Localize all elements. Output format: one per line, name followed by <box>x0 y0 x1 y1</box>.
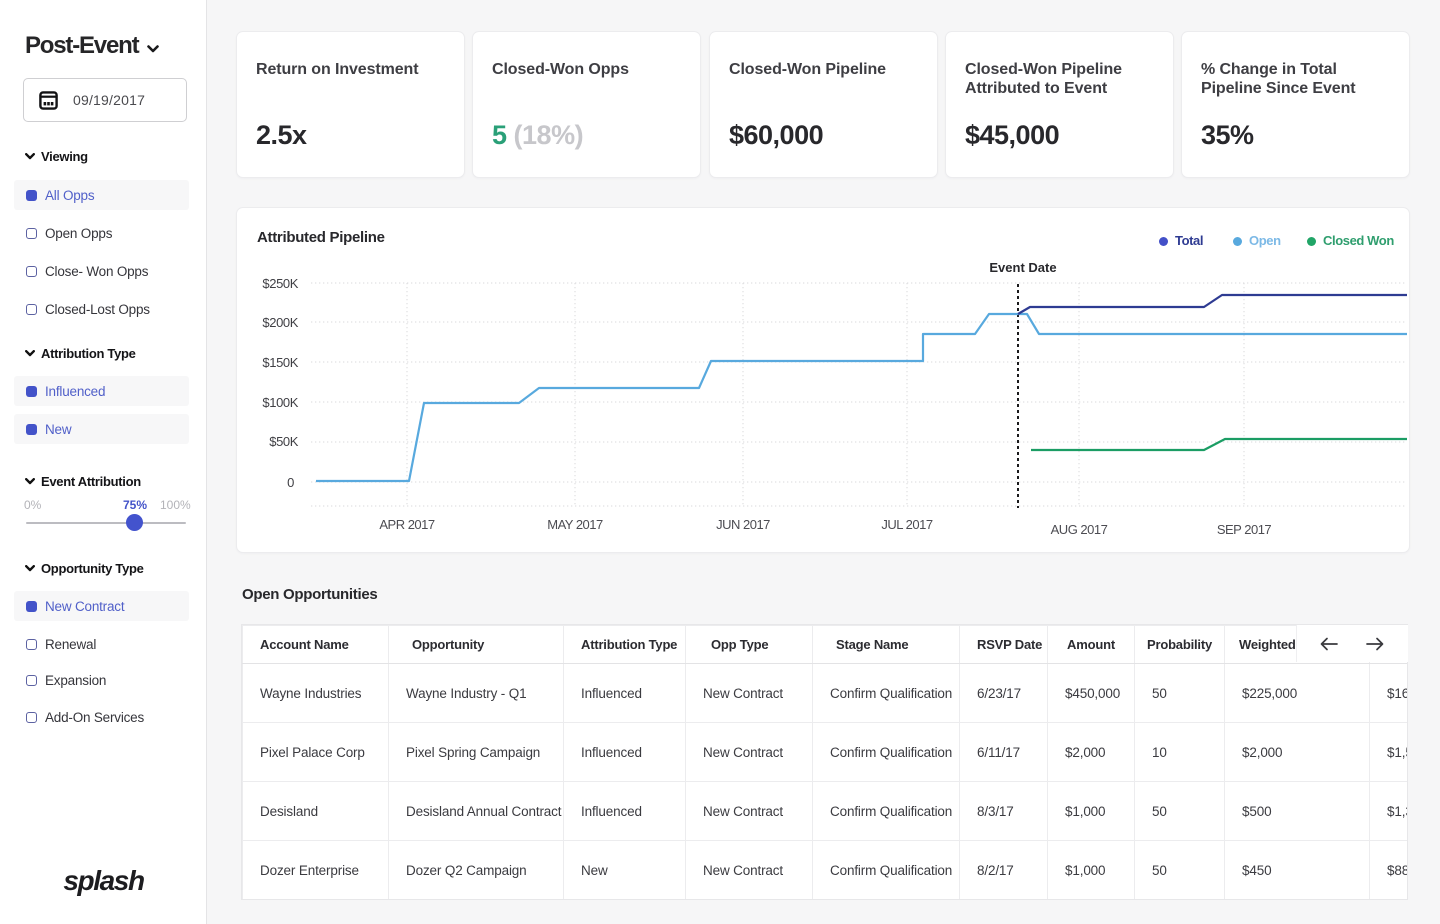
svg-text:JUL 2017: JUL 2017 <box>881 517 932 532</box>
svg-text:$150K: $150K <box>262 355 298 370</box>
svg-text:$250K: $250K <box>262 276 298 291</box>
svg-text:$200K: $200K <box>262 315 298 330</box>
svg-text:SEP 2017: SEP 2017 <box>1217 522 1272 537</box>
svg-text:Event Date: Event Date <box>989 260 1056 275</box>
svg-text:$100K: $100K <box>262 395 298 410</box>
svg-text:0: 0 <box>287 475 294 490</box>
svg-text:JUN 2017: JUN 2017 <box>716 517 770 532</box>
svg-text:AUG 2017: AUG 2017 <box>1051 522 1108 537</box>
svg-text:$50K: $50K <box>269 434 298 449</box>
svg-text:MAY 2017: MAY 2017 <box>547 517 603 532</box>
svg-text:APR 2017: APR 2017 <box>379 517 435 532</box>
